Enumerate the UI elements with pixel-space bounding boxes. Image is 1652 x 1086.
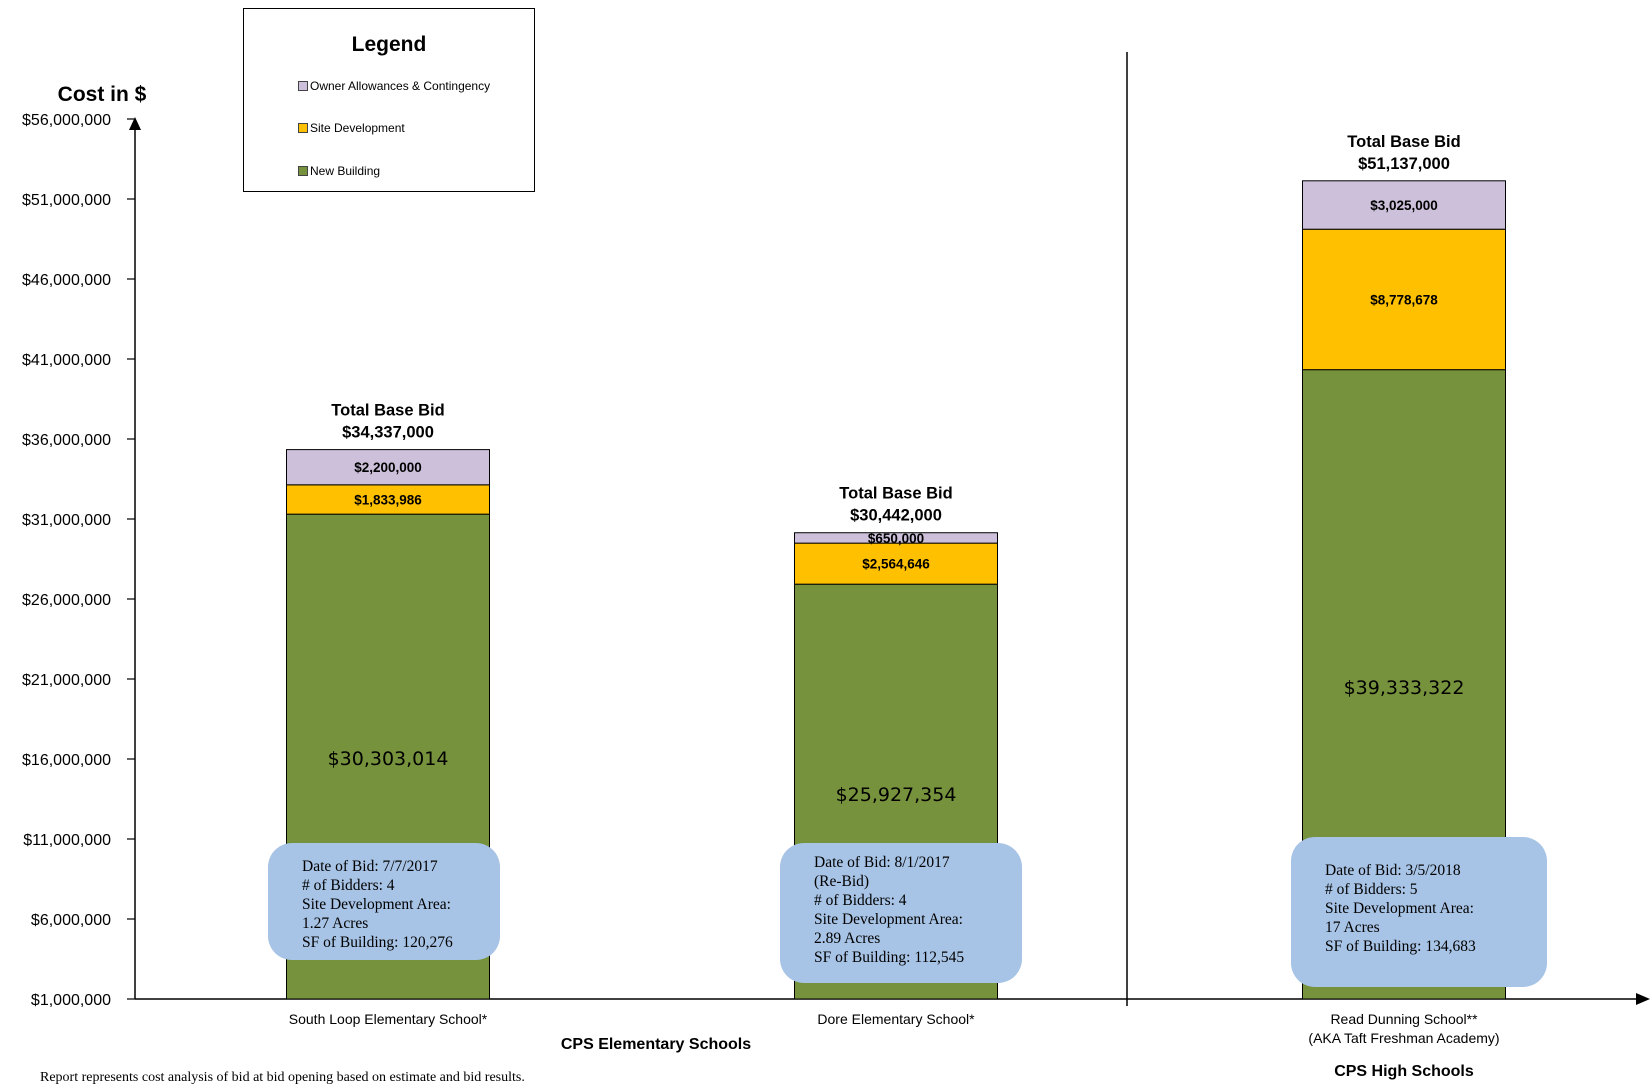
data-label: $39,333,322 [1344, 677, 1465, 699]
total-value: $30,442,000 [850, 507, 942, 525]
total-value: $34,337,000 [342, 424, 434, 442]
data-label: $650,000 [868, 531, 924, 546]
y-tick-label: $6,000,000 [31, 912, 111, 929]
data-label: $1,833,986 [354, 492, 422, 507]
bar-segment [1302, 180, 1506, 230]
bid-info-box-dore: Date of Bid: 8/1/2017 (Re-Bid) # of Bidd… [780, 843, 1022, 983]
total-value: $51,137,000 [1358, 155, 1450, 173]
legend-label-site-development: Site Development [310, 121, 405, 135]
data-label: $2,200,000 [354, 460, 422, 475]
y-tick-label: $41,000,000 [22, 352, 111, 369]
total-title: Total Base Bid [331, 402, 444, 420]
y-tick-label: $46,000,000 [22, 272, 111, 289]
y-tick-label: $36,000,000 [22, 432, 111, 449]
x-tick-sublabel: (AKA Taft Freshman Academy) [1308, 1030, 1499, 1046]
legend-swatch-site-development [298, 123, 308, 133]
y-tick-label: $26,000,000 [22, 592, 111, 609]
bar-segment [1302, 228, 1506, 371]
y-axis-title: Cost in $ [58, 83, 147, 106]
y-tick-label: $1,000,000 [31, 992, 111, 1009]
total-title: Total Base Bid [1347, 133, 1460, 151]
data-label: $2,564,646 [862, 557, 930, 572]
y-tick-label: $31,000,000 [22, 512, 111, 529]
data-label: $30,303,014 [328, 748, 449, 770]
x-tick-label: South Loop Elementary School* [289, 1011, 488, 1027]
legend-swatch-new-building [298, 166, 308, 176]
bar-segment [286, 484, 490, 515]
legend-item-new-building: New Building [298, 164, 380, 178]
x-tick-label: Dore Elementary School* [817, 1011, 975, 1027]
bar-segment [286, 449, 490, 486]
legend-label-owner-allowances: Owner Allowances & Contingency [310, 79, 491, 93]
group-label: CPS High Schools [1334, 1063, 1474, 1080]
group-label: CPS Elementary Schools [561, 1036, 751, 1053]
x-axis-arrow [1636, 993, 1650, 1005]
legend-title: Legend [351, 33, 427, 56]
bar-segment [794, 542, 998, 585]
y-tick-label: $56,000,000 [22, 112, 111, 129]
footnote: Report represents cost analysis of bid a… [40, 1070, 525, 1085]
y-axis-arrow [129, 117, 141, 130]
data-label: $3,025,000 [1370, 198, 1438, 213]
labels: Cost in $ $1,000,000 $6,000,000 $11,000,000… [22, 83, 1500, 1080]
data-label: $25,927,354 [836, 784, 957, 806]
y-tick-label: $51,000,000 [22, 192, 111, 209]
bar-segment [794, 532, 998, 544]
legend-item-owner-allowances: Owner Allowances & Contingency [298, 79, 490, 93]
bid-info-box-read-dunning: Date of Bid: 3/5/2018 # of Bidders: 5 Si… [1291, 837, 1547, 987]
total-title: Total Base Bid [839, 485, 952, 503]
data-label: $8,778,678 [1370, 292, 1438, 307]
legend-swatch-owner-allowances [298, 81, 308, 91]
legend-item-site-development: Site Development [298, 121, 405, 135]
y-tick-label: $16,000,000 [22, 752, 111, 769]
bid-info-box-south-loop: Date of Bid: 7/7/2017 # of Bidders: 4 Si… [268, 843, 500, 960]
legend-label-new-building: New Building [310, 164, 381, 178]
x-tick-label: Read Dunning School** [1330, 1011, 1478, 1027]
y-tick-label: $21,000,000 [22, 672, 111, 689]
y-tick-label: $11,000,000 [23, 832, 111, 849]
legend: Legend Owner Allowances & Contingency Si… [243, 8, 535, 192]
